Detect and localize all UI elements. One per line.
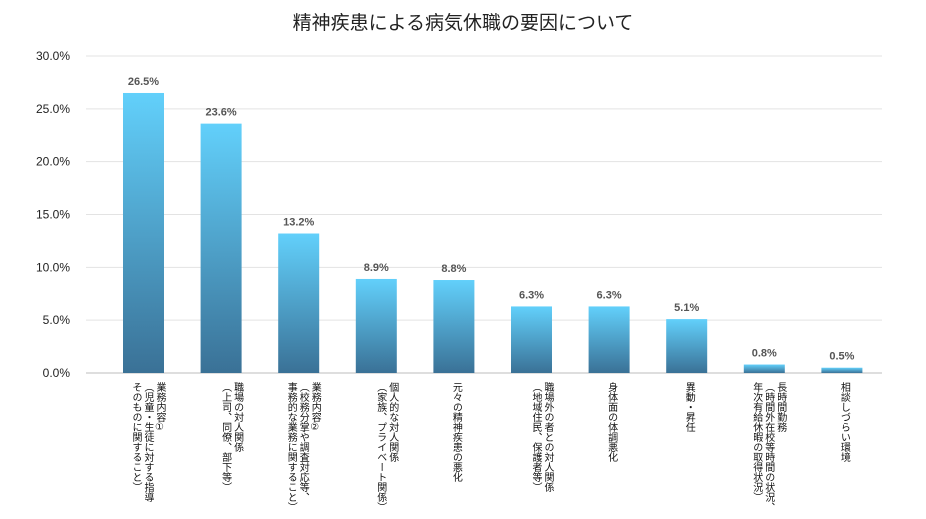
- y-tick-label: 30.0%: [36, 49, 70, 63]
- data-label: 0.5%: [829, 351, 854, 363]
- data-label: 13.2%: [283, 217, 314, 229]
- category-label-line: そのものに関すること）: [130, 382, 142, 492]
- bar: [355, 278, 397, 373]
- category-label-line: （時間外在校等時間の状況、: [763, 382, 775, 512]
- bar: [278, 233, 320, 373]
- category-label-line: 個人的な対人関係: [387, 381, 399, 463]
- category-label: 長時間勤務（時間外在校等時間の状況、年次有給休暇の取得状況）: [751, 381, 787, 512]
- data-label: 8.8%: [441, 263, 466, 275]
- data-label: 8.9%: [364, 262, 389, 274]
- category-label-line: （児童・生徒に対する指導: [142, 382, 154, 502]
- bar: [433, 280, 475, 373]
- data-label: 6.3%: [519, 289, 544, 301]
- category-label-line: 相談しづらい環境: [838, 381, 850, 463]
- bar: [588, 306, 630, 373]
- data-label: 26.5%: [128, 76, 159, 88]
- category-label-line: 業務内容①: [154, 381, 166, 433]
- category-label-line: 年次有給休暇の取得状況）: [751, 381, 763, 502]
- category-label-line: （上司、同僚、部下等）: [220, 382, 232, 492]
- category-label-line: （家族、プライベート関係）: [375, 382, 387, 512]
- data-label: 6.3%: [597, 289, 622, 301]
- y-tick-label: 10.0%: [36, 260, 70, 274]
- category-label-line: 長時間勤務: [775, 382, 787, 433]
- category-label-line: 職場の対人関係: [232, 382, 244, 453]
- bar: [123, 92, 164, 373]
- bar: [666, 319, 708, 373]
- chart-title: 精神疾患による病気休職の要因について: [292, 12, 634, 34]
- category-label: 身体面の体調悪化: [606, 381, 618, 462]
- category-label-line: 職場外の者との対人関係: [542, 382, 554, 493]
- category-label-line: 元々の精神疾患の悪化: [450, 382, 462, 482]
- bar: [821, 367, 863, 373]
- y-tick-label: 15.0%: [36, 208, 70, 222]
- y-tick-label: 5.0%: [43, 313, 71, 327]
- data-label: 5.1%: [674, 302, 699, 314]
- bar: [200, 123, 242, 373]
- y-tick-label: 25.0%: [36, 102, 70, 116]
- bar: [511, 306, 552, 373]
- data-label: 23.6%: [205, 107, 236, 119]
- category-label: 職場の対人関係（上司、同僚、部下等）: [220, 382, 244, 492]
- category-label: 業務内容②（校務分掌や調査対応等、事務的な業務に関すること）: [285, 381, 321, 512]
- category-label-line: 身体面の体調悪化: [606, 381, 618, 462]
- y-tick-label: 0.0%: [43, 366, 71, 380]
- bar: [743, 364, 785, 373]
- category-label: 元々の精神疾患の悪化: [450, 382, 462, 482]
- category-label-line: 業務内容②: [309, 381, 321, 433]
- y-tick-label: 20.0%: [36, 155, 70, 169]
- data-label: 0.8%: [752, 348, 777, 360]
- category-label-line: （校務分掌や調査対応等、: [297, 382, 309, 502]
- category-label-line: （地域住民、保護者等）: [530, 382, 542, 492]
- category-label: 職場外の者との対人関係（地域住民、保護者等）: [530, 382, 554, 493]
- category-label: 異動・昇任: [683, 382, 695, 433]
- category-label: 相談しづらい環境: [838, 381, 850, 463]
- category-label-line: 事務的な業務に関すること）: [285, 381, 297, 512]
- category-label: 個人的な対人関係（家族、プライベート関係）: [375, 381, 399, 512]
- category-label-line: 異動・昇任: [683, 382, 695, 433]
